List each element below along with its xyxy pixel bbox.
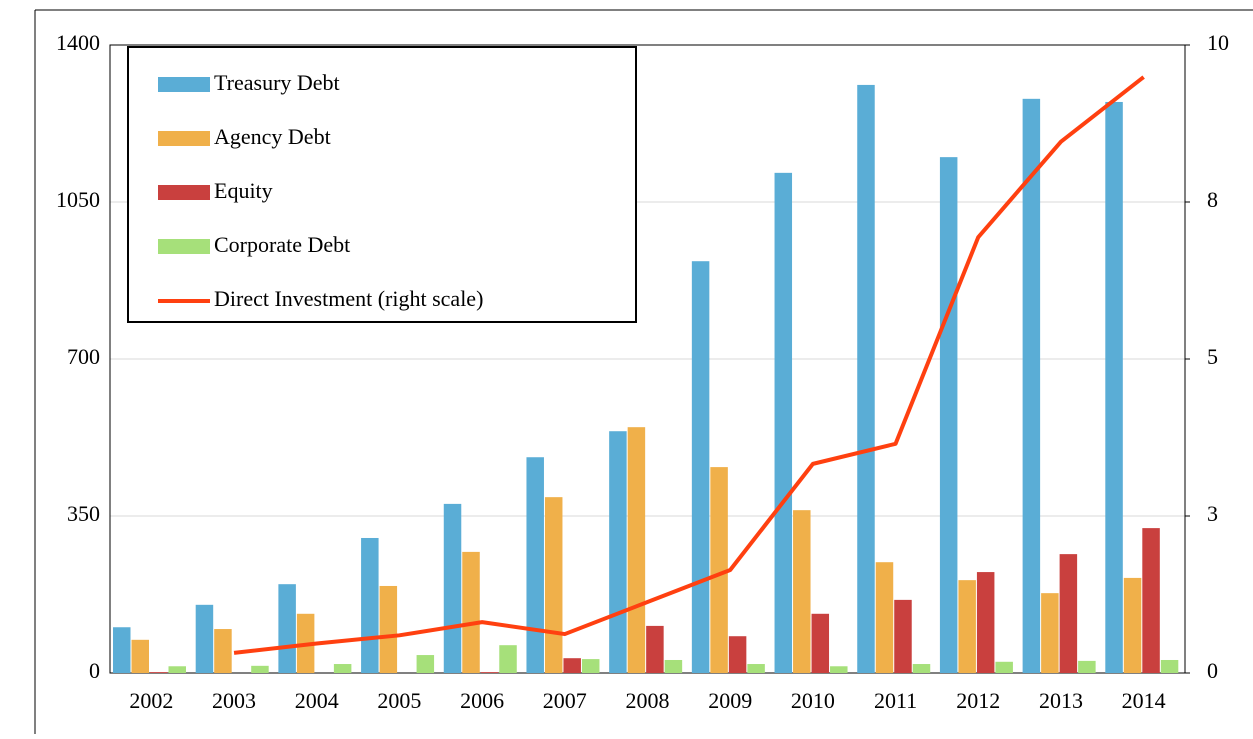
x-tick-label: 2011 bbox=[874, 688, 917, 713]
bar bbox=[857, 84, 875, 674]
bar bbox=[526, 457, 544, 673]
bar bbox=[563, 658, 581, 673]
legend-swatch bbox=[158, 131, 210, 146]
bar bbox=[168, 666, 186, 673]
bar bbox=[1078, 660, 1096, 673]
y2-tick-label: 3 bbox=[1207, 501, 1218, 526]
bar bbox=[627, 427, 646, 673]
bar bbox=[480, 672, 499, 673]
bar bbox=[150, 672, 168, 673]
bar bbox=[1041, 593, 1059, 673]
bar bbox=[251, 665, 269, 673]
bar bbox=[728, 636, 747, 673]
bar bbox=[976, 572, 995, 673]
bar bbox=[443, 503, 462, 673]
y-tick-label: 0 bbox=[89, 658, 100, 683]
x-tick-label: 2003 bbox=[212, 688, 256, 713]
bar bbox=[830, 666, 848, 673]
bar bbox=[774, 172, 793, 674]
bar bbox=[875, 562, 894, 673]
bar bbox=[113, 627, 131, 673]
y2-tick-label: 0 bbox=[1207, 658, 1218, 683]
bar bbox=[379, 585, 398, 673]
bar bbox=[793, 510, 811, 673]
bar bbox=[1142, 528, 1160, 673]
bar bbox=[710, 467, 728, 673]
bar bbox=[691, 261, 710, 673]
y2-tick-label: 8 bbox=[1207, 187, 1218, 212]
y-tick-label: 1400 bbox=[56, 30, 100, 55]
x-tick-label: 2013 bbox=[1039, 688, 1083, 713]
x-tick-label: 2002 bbox=[129, 688, 173, 713]
bar bbox=[995, 661, 1013, 673]
x-tick-label: 2007 bbox=[543, 688, 587, 713]
bar bbox=[646, 625, 664, 673]
bar bbox=[1059, 554, 1078, 673]
legend bbox=[127, 46, 637, 323]
bar bbox=[195, 604, 214, 673]
x-tick-label: 2014 bbox=[1122, 688, 1166, 713]
bar bbox=[361, 537, 379, 673]
line bbox=[233, 75, 1145, 655]
legend-label: Agency Debt bbox=[214, 124, 331, 149]
bar bbox=[278, 584, 296, 673]
legend-swatch bbox=[158, 77, 210, 92]
legend-swatch bbox=[158, 239, 210, 254]
y2-tick-label: 5 bbox=[1207, 344, 1218, 369]
bar bbox=[912, 664, 931, 673]
bar bbox=[1123, 577, 1142, 673]
legend-label: Equity bbox=[214, 178, 273, 203]
bar bbox=[811, 613, 830, 673]
x-tick-label: 2004 bbox=[295, 688, 339, 713]
bar bbox=[544, 497, 563, 673]
legend-label: Treasury Debt bbox=[214, 70, 340, 95]
bar bbox=[1160, 659, 1179, 673]
bar bbox=[939, 157, 958, 674]
bar bbox=[664, 659, 683, 673]
x-tick-label: 2012 bbox=[956, 688, 1000, 713]
bar bbox=[462, 551, 480, 673]
x-tick-label: 2010 bbox=[791, 688, 835, 713]
bar bbox=[747, 664, 765, 673]
x-tick-label: 2009 bbox=[708, 688, 752, 713]
bar bbox=[958, 580, 976, 673]
bar bbox=[499, 645, 517, 673]
y-tick-label: 1050 bbox=[56, 187, 100, 212]
y2-tick-label: 10 bbox=[1207, 30, 1229, 55]
bar bbox=[581, 659, 600, 673]
legend-swatch bbox=[158, 185, 210, 200]
bar bbox=[214, 629, 232, 673]
bar bbox=[131, 639, 149, 673]
y-tick-label: 700 bbox=[67, 344, 100, 369]
legend-label: Corporate Debt bbox=[214, 232, 350, 257]
x-tick-label: 2006 bbox=[460, 688, 504, 713]
bar bbox=[1105, 101, 1123, 674]
bar bbox=[1022, 98, 1041, 674]
bar bbox=[416, 655, 435, 673]
x-tick-label: 2005 bbox=[377, 688, 421, 713]
legend-label: Direct Investment (right scale) bbox=[214, 286, 483, 311]
bar bbox=[609, 431, 627, 673]
x-tick-label: 2008 bbox=[626, 688, 670, 713]
bar bbox=[894, 599, 912, 673]
bar bbox=[333, 664, 352, 673]
y-tick-label: 350 bbox=[67, 501, 100, 526]
